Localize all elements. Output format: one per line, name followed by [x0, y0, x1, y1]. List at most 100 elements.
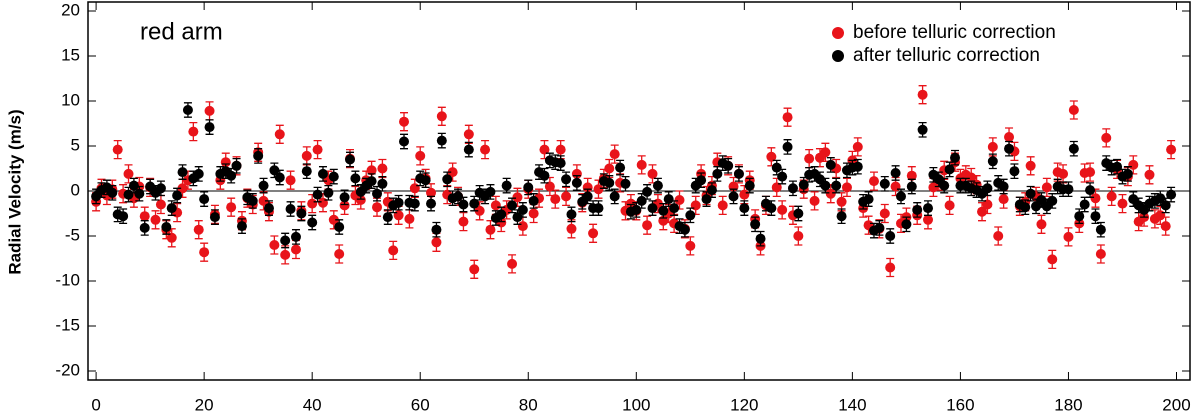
- point: [631, 204, 642, 215]
- point: [431, 237, 442, 248]
- point: [923, 203, 934, 214]
- point: [280, 235, 291, 246]
- point: [507, 258, 518, 269]
- point: [372, 188, 383, 199]
- point: [128, 180, 139, 191]
- point: [150, 214, 161, 225]
- point: [1155, 193, 1166, 204]
- point: [1166, 189, 1177, 200]
- legend-label: after telluric correction: [853, 45, 1040, 66]
- point: [220, 157, 231, 168]
- point: [766, 203, 777, 214]
- point: [571, 177, 582, 188]
- point: [604, 177, 615, 188]
- point: [182, 105, 193, 115]
- point: [409, 183, 420, 194]
- point: [328, 171, 339, 182]
- point: [204, 105, 215, 116]
- point: [982, 199, 993, 210]
- x-tick-label: 120: [730, 395, 758, 414]
- point: [820, 180, 831, 191]
- point: [647, 168, 658, 179]
- point: [539, 144, 550, 155]
- point: [593, 184, 604, 195]
- point: [825, 159, 836, 170]
- point: [290, 244, 301, 255]
- point: [939, 180, 950, 191]
- point: [690, 200, 701, 211]
- point: [480, 144, 491, 155]
- point: [1063, 231, 1074, 242]
- point: [701, 194, 712, 205]
- point: [177, 167, 188, 178]
- point: [436, 111, 447, 122]
- point: [258, 195, 269, 206]
- point: [1041, 182, 1052, 193]
- point: [852, 141, 863, 152]
- point: [485, 186, 496, 197]
- point: [496, 209, 507, 220]
- point: [155, 183, 166, 194]
- point: [1160, 221, 1171, 232]
- point: [199, 247, 210, 258]
- point: [209, 212, 220, 223]
- x-tick-label: 80: [519, 395, 538, 414]
- point: [804, 153, 815, 164]
- point: [490, 200, 501, 211]
- point: [977, 206, 988, 217]
- point: [442, 174, 453, 185]
- point: [982, 183, 993, 194]
- point: [247, 195, 258, 206]
- point: [193, 168, 204, 179]
- point: [890, 181, 901, 192]
- point: [312, 189, 323, 200]
- x-tick-label: 40: [303, 395, 322, 414]
- point: [334, 249, 345, 259]
- x-tick-label: 60: [411, 395, 430, 414]
- point: [517, 204, 528, 215]
- point: [1020, 202, 1031, 213]
- point: [588, 228, 599, 239]
- point: [739, 203, 750, 214]
- point: [1085, 167, 1096, 178]
- point: [966, 172, 977, 183]
- point: [339, 192, 350, 203]
- point: [393, 210, 404, 221]
- point: [1122, 168, 1133, 179]
- point: [382, 212, 393, 223]
- point: [1058, 168, 1069, 179]
- point: [1144, 169, 1155, 180]
- point: [642, 220, 653, 231]
- point: [609, 149, 620, 160]
- point: [793, 231, 804, 241]
- point: [912, 204, 923, 215]
- point: [399, 116, 410, 127]
- point: [269, 240, 280, 250]
- y-tick-label: 0: [71, 180, 80, 199]
- point: [571, 168, 582, 179]
- point: [269, 165, 280, 176]
- point: [1025, 160, 1036, 171]
- x-tick-label: 20: [195, 395, 214, 414]
- point: [328, 214, 339, 225]
- point: [1079, 199, 1090, 210]
- point: [263, 203, 274, 214]
- point: [528, 208, 539, 219]
- series: [91, 85, 1177, 279]
- legend-marker: [832, 50, 844, 62]
- y-tick-label: 10: [61, 90, 80, 109]
- point: [836, 196, 847, 207]
- point: [134, 188, 145, 199]
- point: [944, 200, 955, 211]
- point: [685, 240, 696, 251]
- point: [550, 194, 561, 205]
- point: [1106, 191, 1117, 202]
- point: [777, 171, 788, 182]
- point: [1009, 166, 1020, 177]
- point: [463, 144, 474, 155]
- point: [1117, 198, 1128, 209]
- point: [1155, 210, 1166, 221]
- point: [523, 182, 534, 193]
- point: [415, 150, 426, 161]
- point: [469, 198, 480, 209]
